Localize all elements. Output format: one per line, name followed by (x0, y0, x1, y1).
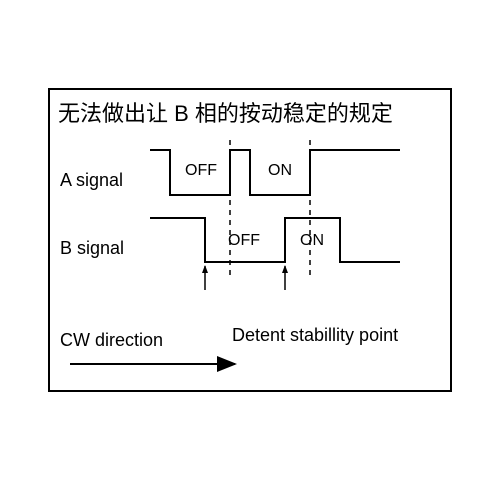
timing-diagram-svg (0, 0, 500, 500)
b-signal-waveform (150, 218, 400, 262)
a-signal-waveform (150, 150, 400, 195)
